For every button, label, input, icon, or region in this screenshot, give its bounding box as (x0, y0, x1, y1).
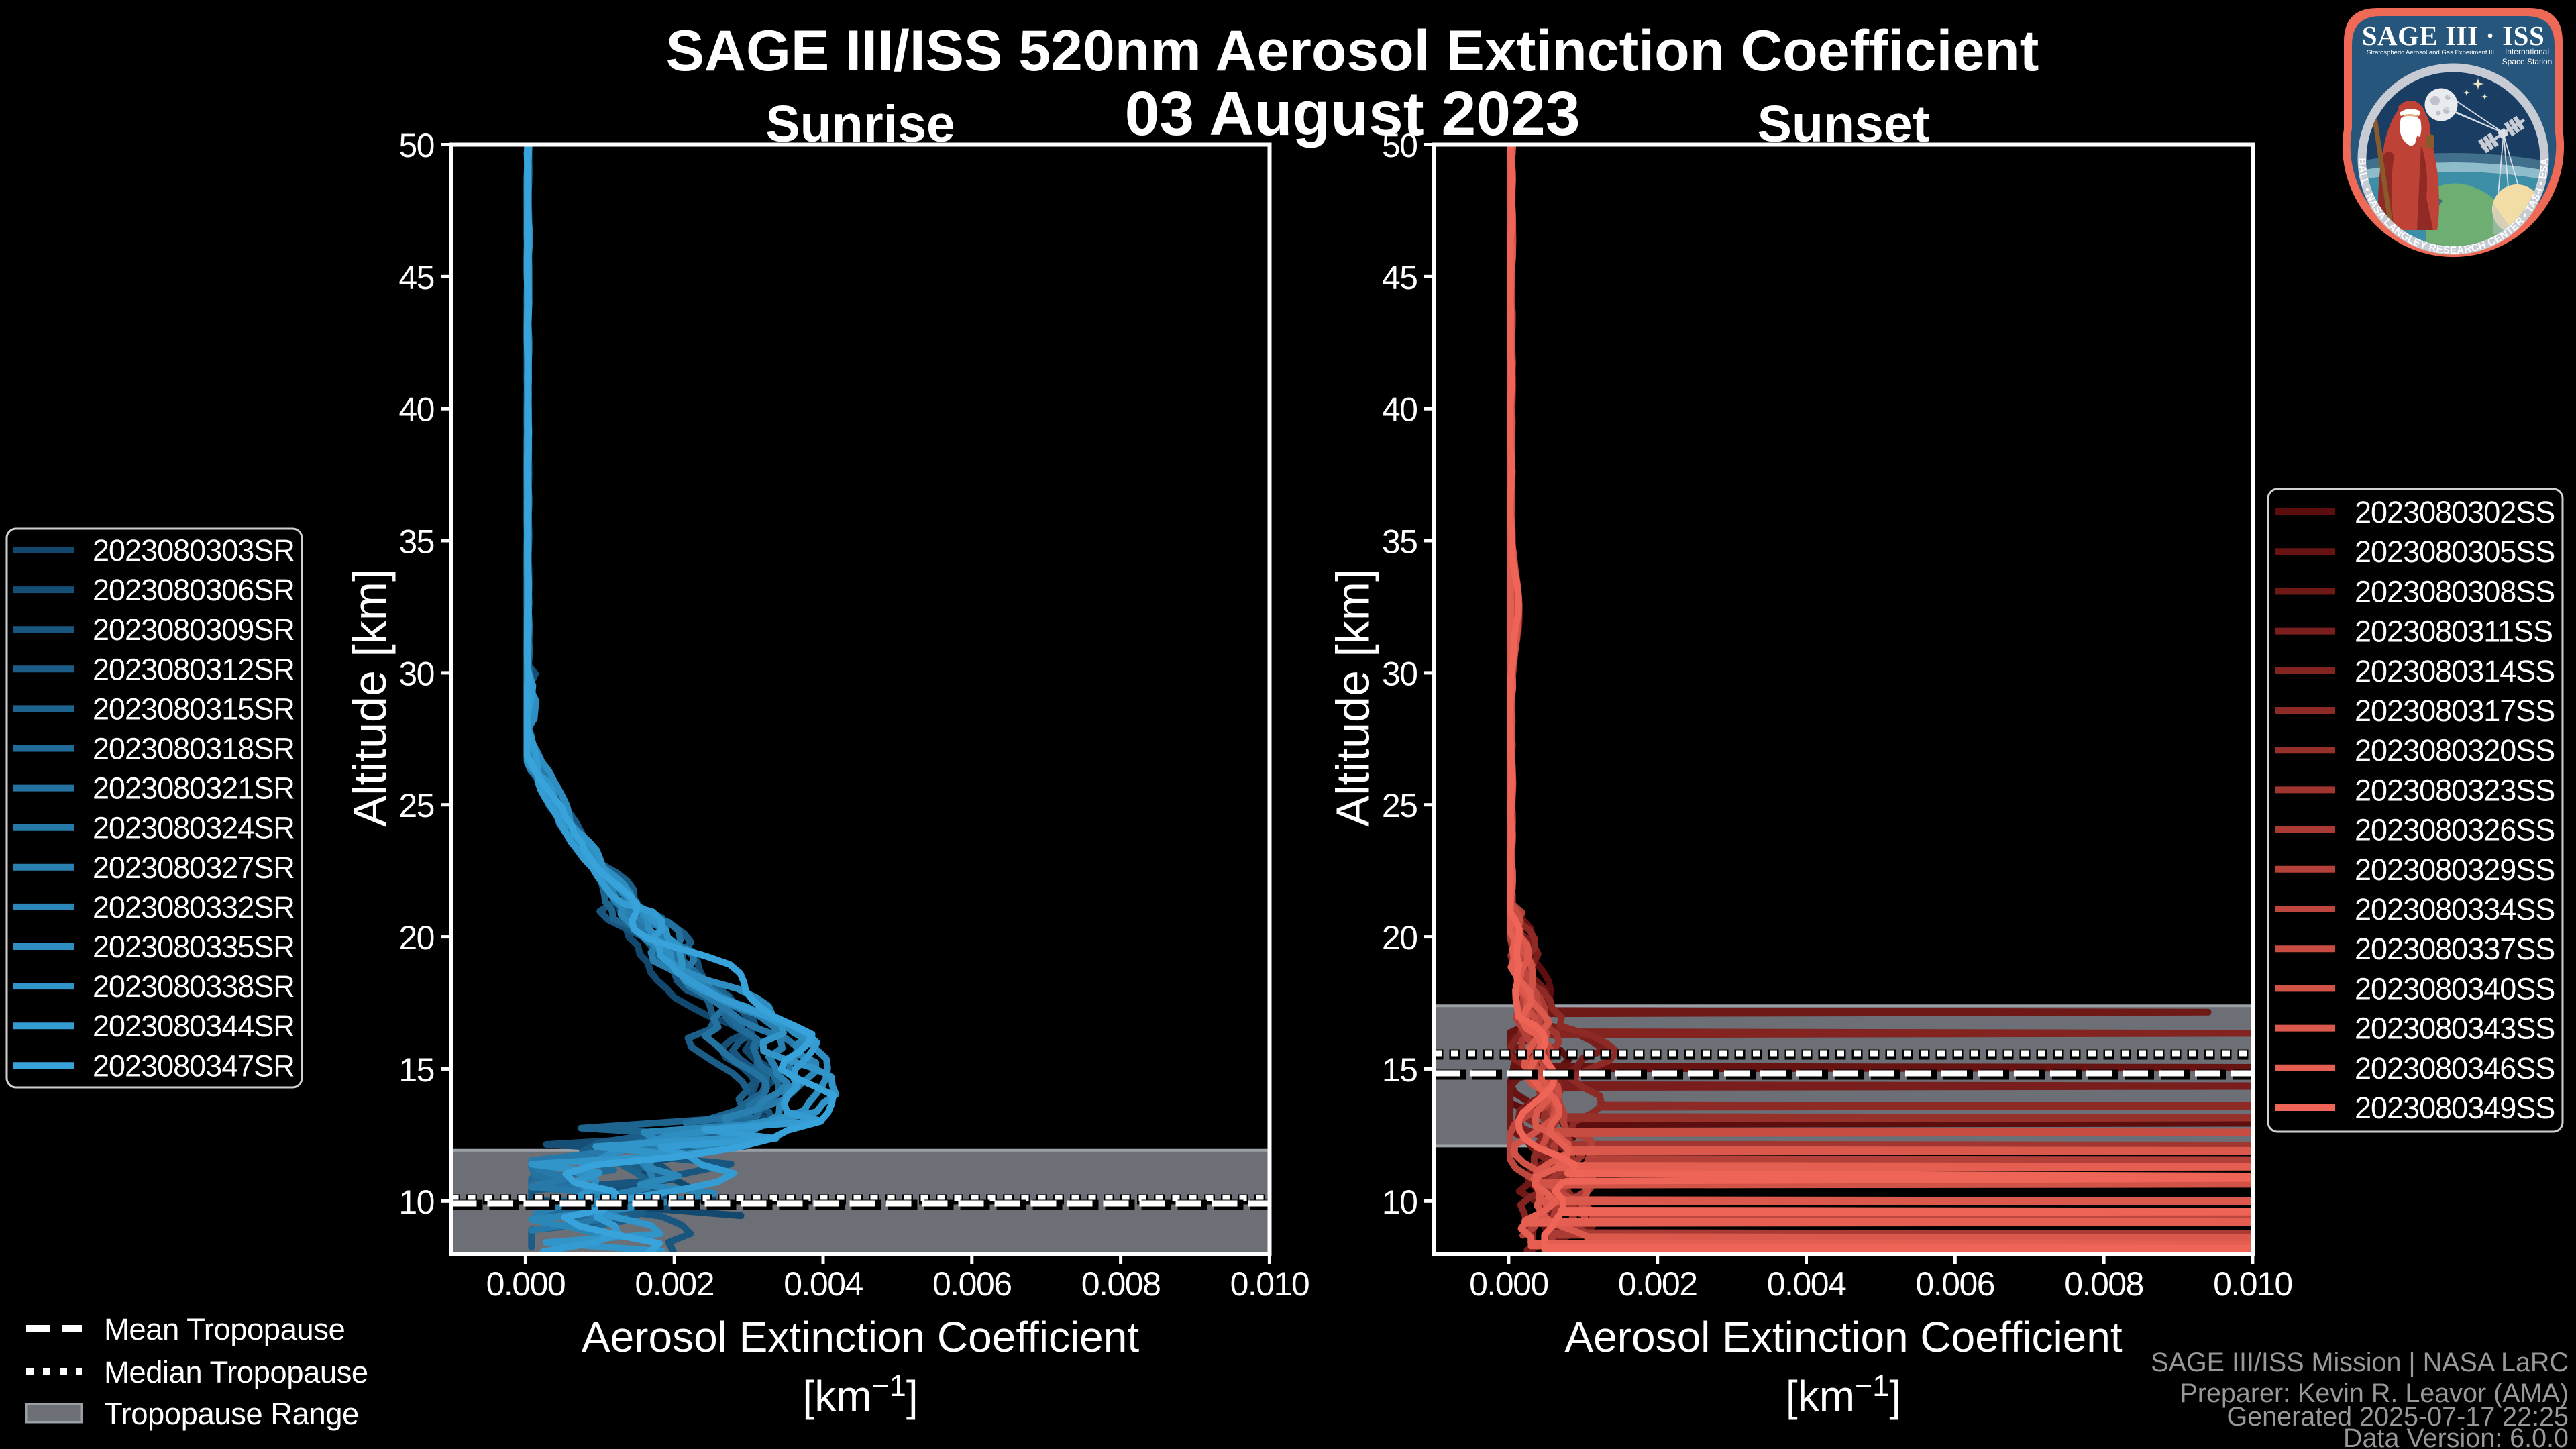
svg-text:0.002: 0.002 (635, 1265, 714, 1303)
svg-text:Sunrise: Sunrise (765, 95, 955, 153)
svg-text:2023080311SS: 2023080311SS (2355, 614, 2553, 649)
svg-text:2023080317SS: 2023080317SS (2355, 694, 2555, 728)
svg-text:2023080338SR: 2023080338SR (93, 969, 294, 1004)
svg-text:0.010: 0.010 (2213, 1265, 2292, 1303)
svg-text:0.006: 0.006 (1915, 1265, 1994, 1303)
svg-text:[km−1]: [km−1] (802, 1368, 918, 1420)
svg-text:0.004: 0.004 (1767, 1265, 1846, 1303)
svg-text:2023080303SR: 2023080303SR (93, 533, 294, 568)
svg-text:2023080343SS: 2023080343SS (2355, 1012, 2555, 1046)
svg-text:30: 30 (398, 655, 434, 692)
svg-text:Altitude [km]: Altitude [km] (343, 568, 396, 826)
svg-text:45: 45 (398, 259, 434, 297)
svg-text:2023080308SS: 2023080308SS (2355, 574, 2555, 608)
svg-text:0.008: 0.008 (2064, 1265, 2143, 1303)
svg-text:Sunset: Sunset (1758, 95, 1930, 153)
svg-text:2023080346SS: 2023080346SS (2355, 1051, 2555, 1085)
svg-text:2023080344SR: 2023080344SR (93, 1009, 294, 1043)
svg-text:2023080324SR: 2023080324SR (93, 811, 294, 845)
svg-text:2023080337SS: 2023080337SS (2355, 932, 2555, 966)
svg-text:2023080321SR: 2023080321SR (93, 771, 294, 806)
svg-text:10: 10 (1382, 1183, 1417, 1221)
svg-text:0.000: 0.000 (1469, 1265, 1548, 1303)
svg-text:15: 15 (398, 1051, 434, 1089)
svg-text:40: 40 (398, 391, 434, 429)
svg-text:SAGE III/ISS Mission | NASA La: SAGE III/ISS Mission | NASA LaRC (2151, 1348, 2569, 1377)
svg-text:SAGE III · ISS: SAGE III · ISS (2362, 20, 2545, 51)
svg-text:2023080334SS: 2023080334SS (2355, 892, 2555, 926)
svg-text:35: 35 (398, 523, 434, 561)
svg-text:2023080349SS: 2023080349SS (2355, 1091, 2555, 1125)
svg-text:2023080326SS: 2023080326SS (2355, 813, 2555, 847)
svg-text:Median Tropopause: Median Tropopause (104, 1355, 368, 1389)
svg-text:10: 10 (398, 1183, 434, 1221)
svg-text:SAGE III/ISS 520nm Aerosol Ext: SAGE III/ISS 520nm Aerosol Extinction Co… (666, 19, 2039, 83)
svg-text:45: 45 (1382, 259, 1417, 297)
svg-text:2023080347SR: 2023080347SR (93, 1049, 294, 1083)
svg-text:2023080314SS: 2023080314SS (2355, 654, 2555, 688)
svg-text:2023080332SR: 2023080332SR (93, 890, 294, 924)
svg-text:50: 50 (1382, 127, 1417, 164)
svg-text:15: 15 (1382, 1051, 1417, 1089)
svg-text:2023080318SR: 2023080318SR (93, 732, 294, 766)
svg-text:Altitude [km]: Altitude [km] (1327, 568, 1379, 826)
svg-text:0.002: 0.002 (1618, 1265, 1697, 1303)
svg-text:50: 50 (398, 127, 434, 164)
svg-text:2023080320SS: 2023080320SS (2355, 733, 2555, 767)
svg-text:0.004: 0.004 (784, 1265, 863, 1303)
svg-text:International: International (2505, 47, 2549, 56)
svg-text:20: 20 (1382, 919, 1417, 957)
svg-text:0.008: 0.008 (1081, 1265, 1161, 1303)
svg-text:2023080302SS: 2023080302SS (2355, 495, 2555, 529)
svg-text:2023080305SS: 2023080305SS (2355, 535, 2555, 569)
svg-text:2023080315SR: 2023080315SR (93, 692, 294, 726)
svg-text:Stratospheric Aerosol and Gas: Stratospheric Aerosol and Gas Experiment… (2367, 49, 2494, 56)
svg-text:20: 20 (398, 919, 434, 957)
svg-text:Data Version: 6.0.0: Data Version: 6.0.0 (2343, 1424, 2569, 1449)
svg-text:Aerosol Extinction Coefficient: Aerosol Extinction Coefficient (582, 1313, 1139, 1361)
svg-text:2023080309SR: 2023080309SR (93, 612, 294, 647)
svg-text:2023080340SS: 2023080340SS (2355, 971, 2555, 1006)
svg-text:25: 25 (1382, 787, 1417, 824)
svg-text:30: 30 (1382, 655, 1417, 692)
svg-text:Generated 2025-07-17 22:25: Generated 2025-07-17 22:25 (2226, 1402, 2569, 1432)
svg-text:Preparer: Kevin R. Leavor (AMA: Preparer: Kevin R. Leavor (AMA) (2180, 1379, 2569, 1408)
svg-text:Space Station: Space Station (2502, 57, 2553, 66)
svg-text:0.010: 0.010 (1230, 1265, 1309, 1303)
svg-text:35: 35 (1382, 523, 1417, 561)
svg-text:2023080306SR: 2023080306SR (93, 573, 294, 607)
svg-text:03 August 2023: 03 August 2023 (1125, 78, 1580, 148)
svg-text:2023080312SR: 2023080312SR (93, 652, 294, 686)
svg-text:2023080323SS: 2023080323SS (2355, 773, 2555, 807)
svg-text:25: 25 (398, 787, 434, 824)
svg-text:0.000: 0.000 (486, 1265, 566, 1303)
svg-text:40: 40 (1382, 391, 1417, 429)
svg-text:2023080329SS: 2023080329SS (2355, 853, 2555, 887)
svg-text:2023080327SR: 2023080327SR (93, 851, 294, 885)
svg-text:Mean Tropopause: Mean Tropopause (104, 1312, 345, 1346)
svg-text:0.006: 0.006 (932, 1265, 1012, 1303)
svg-text:Tropopause Range: Tropopause Range (104, 1397, 359, 1431)
svg-text:Aerosol Extinction Coefficient: Aerosol Extinction Coefficient (1564, 1313, 2122, 1361)
svg-text:2023080335SR: 2023080335SR (93, 930, 294, 964)
